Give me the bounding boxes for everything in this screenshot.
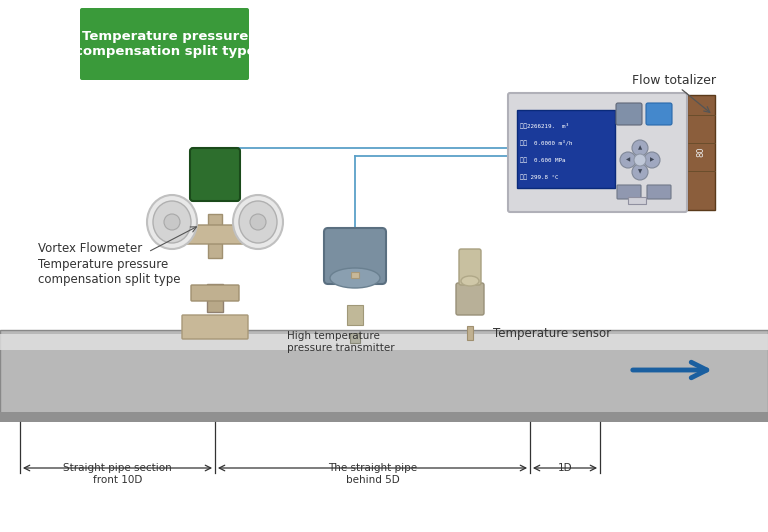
Bar [0,330,768,420]
Bar [687,95,715,210]
FancyBboxPatch shape [616,103,642,125]
Bar [467,326,473,340]
Text: 80: 80 [697,147,706,157]
Bar [517,110,615,188]
Bar [347,305,363,325]
Ellipse shape [153,201,191,243]
Circle shape [644,152,660,168]
FancyBboxPatch shape [324,228,386,284]
FancyBboxPatch shape [646,103,672,125]
FancyBboxPatch shape [508,93,687,212]
Text: High temperature
pressure transmitter: High temperature pressure transmitter [287,331,395,353]
Text: 流量  0.0000 m³/h: 流量 0.0000 m³/h [520,140,572,146]
FancyBboxPatch shape [459,249,481,285]
FancyBboxPatch shape [647,185,671,199]
Bar [0,334,768,350]
Ellipse shape [147,195,197,249]
Text: ▼: ▼ [638,170,642,174]
Text: Temperature sensor: Temperature sensor [493,327,611,339]
Text: Temperature pressure
compensation split type: Temperature pressure compensation split … [38,258,180,286]
Bar [208,214,222,258]
Circle shape [620,152,636,168]
FancyBboxPatch shape [80,8,249,80]
FancyBboxPatch shape [182,315,248,339]
Circle shape [164,214,180,230]
Ellipse shape [239,201,277,243]
Ellipse shape [461,276,479,286]
Circle shape [632,164,648,180]
Text: 累积2266219.  m³: 累积2266219. m³ [520,123,569,129]
FancyBboxPatch shape [617,185,641,199]
Text: The straight pipe
behind 5D: The straight pipe behind 5D [328,463,417,485]
Text: 温度 299.8 °C: 温度 299.8 °C [520,174,558,180]
Text: ◀: ◀ [626,157,630,162]
Ellipse shape [233,195,283,249]
Bar [351,272,359,278]
Text: 压力  0.600 MPa: 压力 0.600 MPa [520,157,565,163]
Text: 1D: 1D [558,463,572,473]
FancyBboxPatch shape [185,225,245,244]
Bar [628,197,646,204]
FancyBboxPatch shape [456,283,484,315]
Bar [350,333,360,343]
Circle shape [250,214,266,230]
FancyBboxPatch shape [191,285,239,301]
Circle shape [632,140,648,156]
Text: Straight pipe section
front 10D: Straight pipe section front 10D [63,463,172,485]
Text: ▲: ▲ [638,145,642,151]
Text: Flow totalizer: Flow totalizer [632,73,716,87]
Text: ▶: ▶ [650,157,654,162]
Text: Temperature pressure
compensation split type: Temperature pressure compensation split … [74,30,255,58]
Bar [0,412,768,422]
Ellipse shape [330,268,380,288]
Circle shape [634,154,646,166]
Text: Vortex Flowmeter: Vortex Flowmeter [38,242,142,254]
Bar [207,284,223,312]
FancyBboxPatch shape [190,148,240,201]
